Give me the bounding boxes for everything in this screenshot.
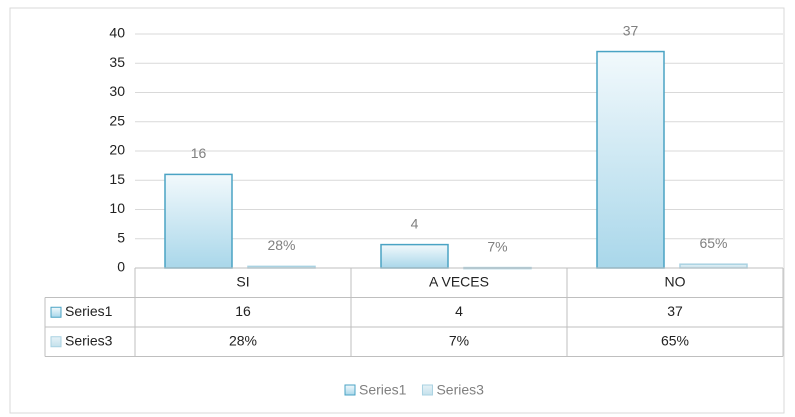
x-tick-label: NO	[665, 273, 686, 289]
y-tick-label: 35	[109, 54, 125, 70]
data-label: 16	[191, 145, 207, 161]
x-tick-label: A VECES	[429, 273, 489, 289]
y-tick-label: 0	[117, 259, 125, 275]
chart-border	[9, 7, 785, 414]
table-series-name: Series1	[65, 303, 113, 319]
legend-key	[344, 384, 356, 396]
data-label: 65%	[699, 235, 727, 251]
y-tick-label: 25	[109, 112, 125, 128]
legend-key	[50, 336, 62, 348]
x-tick-label: SI	[236, 273, 249, 289]
table-cell: 65%	[661, 332, 689, 348]
table-cell: 4	[455, 303, 463, 319]
bar	[596, 50, 665, 269]
data-label: 37	[623, 22, 639, 38]
table-cell: 37	[667, 303, 683, 319]
legend-key	[421, 384, 433, 396]
legend-label: Series3	[436, 382, 484, 398]
y-tick-label: 20	[109, 142, 125, 158]
y-tick-label: 30	[109, 83, 125, 99]
legend-label: Series1	[359, 382, 407, 398]
data-label: 28%	[267, 237, 295, 253]
bar	[679, 263, 748, 269]
legend-key	[50, 306, 62, 318]
table-cell: 16	[235, 303, 251, 319]
y-tick-label: 10	[109, 200, 125, 216]
data-label: 4	[411, 215, 419, 231]
table-series-name: Series3	[65, 332, 113, 348]
y-tick-label: 15	[109, 171, 125, 187]
y-tick-label: 40	[109, 25, 125, 41]
y-tick-label: 5	[117, 229, 125, 245]
data-label: 7%	[487, 238, 507, 254]
bar	[380, 243, 449, 269]
table-cell: 7%	[449, 332, 469, 348]
table-cell: 28%	[229, 332, 257, 348]
bar	[164, 173, 233, 269]
